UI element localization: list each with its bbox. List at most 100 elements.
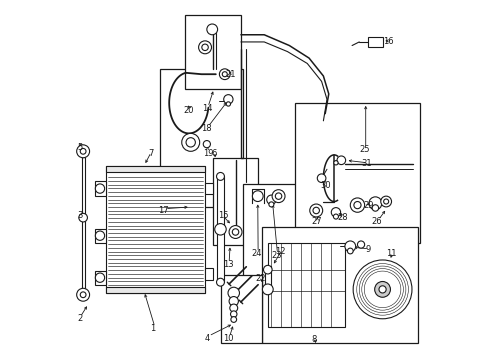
Circle shape [333,214,338,219]
Circle shape [312,207,319,214]
Text: 16: 16 [382,37,392,46]
Circle shape [222,72,227,77]
Circle shape [79,213,87,222]
Text: 2: 2 [78,314,82,323]
Text: 20: 20 [183,105,194,114]
Circle shape [229,304,237,312]
Circle shape [275,193,281,199]
Text: 24: 24 [251,249,262,258]
Circle shape [198,41,211,54]
Bar [216,176,224,282]
Bar [81,157,84,289]
Circle shape [80,292,86,298]
Text: 23: 23 [271,251,282,260]
Circle shape [262,284,273,295]
Bar [95,270,106,285]
Text: 12: 12 [275,247,285,256]
Circle shape [333,161,337,165]
Bar [160,69,242,207]
Circle shape [368,197,381,210]
Circle shape [95,231,104,240]
Circle shape [95,273,104,282]
Circle shape [77,145,89,158]
Circle shape [263,265,271,274]
Circle shape [336,156,345,165]
Circle shape [202,44,208,50]
Text: 11: 11 [386,249,396,258]
Circle shape [330,208,340,217]
Circle shape [228,226,242,238]
Circle shape [230,317,236,322]
Circle shape [216,278,224,286]
Bar [204,268,212,280]
Circle shape [349,198,364,212]
Text: 21: 21 [224,70,235,79]
Circle shape [95,184,104,193]
Text: 29: 29 [362,201,373,210]
Bar [204,183,212,194]
Circle shape [383,199,388,204]
Text: 30: 30 [319,181,330,190]
Text: 18: 18 [201,123,212,132]
Circle shape [203,140,210,148]
Bar [106,166,204,172]
Bar [264,266,270,293]
Circle shape [230,311,237,318]
Text: 7: 7 [148,149,154,158]
Circle shape [80,148,86,154]
Text: 5: 5 [78,143,82,152]
Text: 28: 28 [337,213,348,222]
Text: 1: 1 [150,324,155,333]
Circle shape [77,288,89,301]
Text: 27: 27 [310,217,321,226]
Bar [267,243,344,327]
Circle shape [228,297,238,306]
Circle shape [344,241,355,252]
Circle shape [378,286,386,293]
Circle shape [317,174,325,183]
Text: 10: 10 [223,334,233,343]
Text: 13: 13 [223,260,233,269]
Circle shape [309,204,322,217]
Text: 14: 14 [201,104,212,113]
Circle shape [252,191,263,202]
Circle shape [185,138,195,147]
Bar [106,166,204,293]
Bar [367,37,382,47]
Bar [213,158,258,244]
Text: 4: 4 [204,334,209,343]
Circle shape [371,205,378,211]
Circle shape [223,95,233,104]
Circle shape [346,248,352,254]
Circle shape [227,287,239,299]
Text: 3: 3 [78,211,83,220]
Text: 26: 26 [371,217,382,226]
Bar [95,181,106,196]
Circle shape [380,196,391,207]
Circle shape [353,202,360,209]
Circle shape [219,69,230,80]
Circle shape [266,195,276,204]
Circle shape [357,241,364,248]
Text: 15: 15 [217,211,228,220]
Bar [294,103,419,243]
Bar [106,287,204,293]
Bar [221,275,262,343]
Text: 22: 22 [255,274,265,283]
Bar [185,15,241,89]
Circle shape [374,282,389,297]
Bar [242,184,301,282]
Circle shape [206,24,217,35]
Circle shape [268,202,273,207]
Circle shape [271,190,285,203]
Circle shape [232,229,238,235]
Text: 17: 17 [158,206,169,215]
Circle shape [182,134,199,151]
Circle shape [214,224,226,235]
Text: 6: 6 [211,149,216,158]
Circle shape [216,172,224,180]
Circle shape [352,260,411,319]
Bar [95,229,106,243]
Text: 31: 31 [360,159,371,168]
Text: 19: 19 [203,149,213,158]
